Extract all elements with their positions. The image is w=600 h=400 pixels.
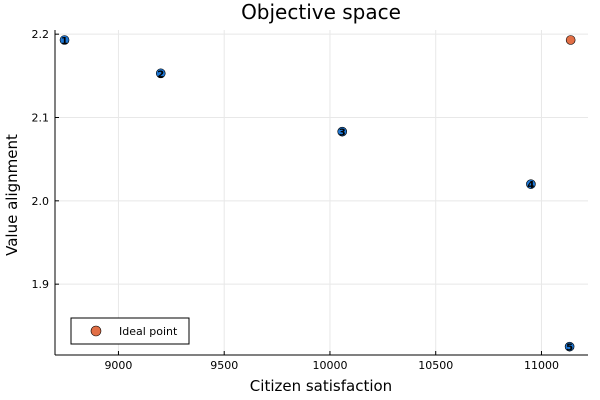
axes bbox=[54, 30, 588, 356]
solution-point bbox=[59, 35, 70, 45]
legend-box bbox=[70, 317, 190, 345]
solution-point-label: 2 bbox=[157, 69, 164, 80]
x-tick-label: 9000 bbox=[104, 359, 132, 372]
solution-point bbox=[337, 126, 348, 137]
x-tick-label: 11000 bbox=[524, 359, 559, 372]
grid bbox=[55, 30, 588, 355]
y-tick-label: 2.0 bbox=[32, 195, 50, 208]
solution-point-label: 4 bbox=[527, 180, 534, 191]
legend-marker-ideal-point bbox=[90, 325, 102, 337]
y-tick-label: 2.1 bbox=[32, 112, 50, 125]
x-tick-label: 10500 bbox=[418, 359, 453, 372]
data-points: 1 2 3 4 5 bbox=[59, 35, 576, 354]
y-tick-label: 1.9 bbox=[32, 278, 50, 291]
ideal-point-marker bbox=[565, 35, 576, 45]
chart-title: Objective space bbox=[241, 0, 401, 24]
x-tick-label: 9500 bbox=[210, 359, 238, 372]
y-axis-label: Value alignment bbox=[3, 134, 21, 256]
solution-point-label: 3 bbox=[339, 128, 346, 139]
solution-point bbox=[564, 341, 575, 352]
ticks: 9000 9500 10000 10500 11000 1.9 2.0 2.1 2.2 bbox=[32, 28, 559, 372]
solution-point-label: 1 bbox=[61, 36, 68, 47]
legend-label-ideal-point: Ideal point bbox=[119, 325, 178, 338]
x-axis-label: Citizen satisfaction bbox=[250, 377, 392, 395]
solution-point-label: 5 bbox=[566, 343, 573, 354]
solution-point bbox=[155, 68, 166, 79]
y-tick-label: 2.2 bbox=[32, 28, 50, 41]
solution-point bbox=[526, 179, 536, 189]
legend: Ideal point bbox=[70, 317, 190, 345]
x-tick-label: 10000 bbox=[312, 359, 347, 372]
